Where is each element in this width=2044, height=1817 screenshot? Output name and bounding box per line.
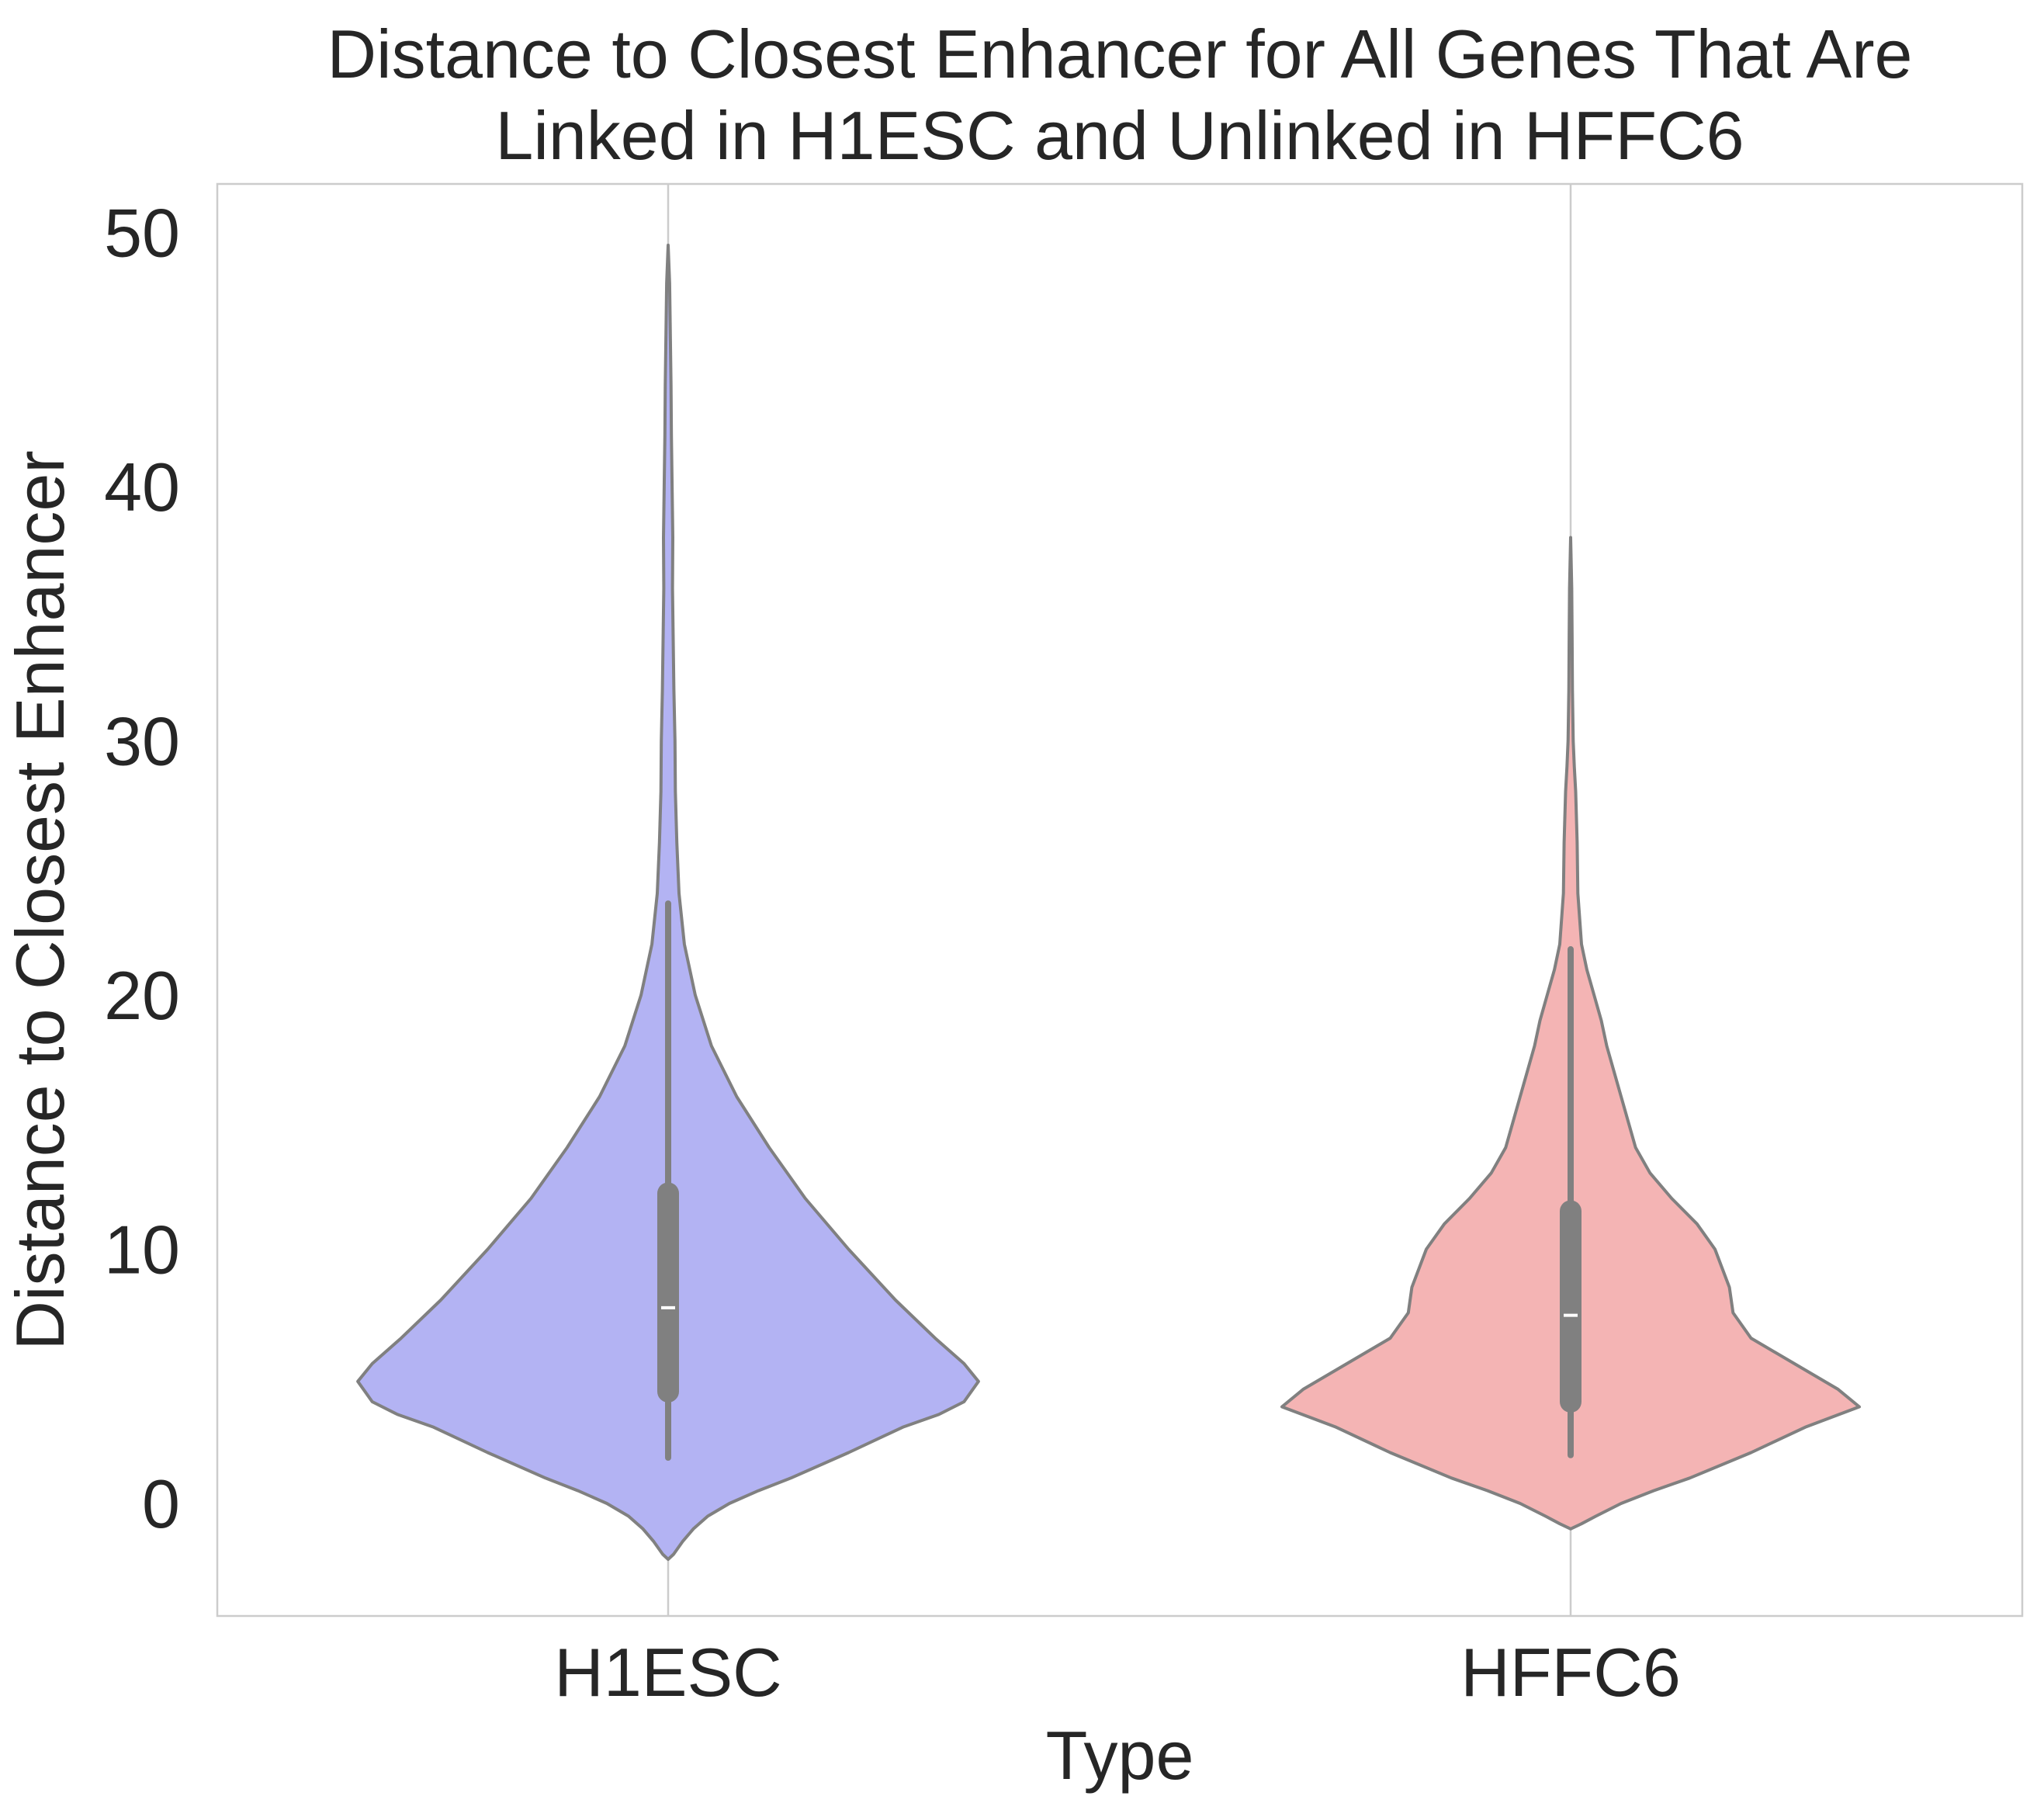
- y-tick-label-0: 0: [142, 1465, 180, 1542]
- x-tick-label-h1esc: H1ESC: [554, 1634, 781, 1711]
- x-axis-ticks: H1ESC HFFC6: [554, 1634, 1681, 1711]
- y-tick-label-40: 40: [104, 449, 180, 525]
- violins: [356, 243, 1861, 1561]
- plot-area: [216, 182, 2024, 1618]
- y-tick-label-50: 50: [104, 195, 180, 272]
- y-tick-label-10: 10: [104, 1212, 180, 1288]
- y-tick-label-20: 20: [104, 957, 180, 1034]
- y-axis-ticks: 0 10 20 30 40 50: [104, 195, 180, 1543]
- y-axis-label: Distance to Closest Enhancer: [2, 450, 78, 1350]
- plot-frame: [216, 182, 2024, 1618]
- chart-title-line-2: Linked in H1ESC and Unlinked in HFFC6: [495, 97, 1744, 174]
- y-tick-label-30: 30: [104, 703, 180, 780]
- x-tick-label-hffc6: HFFC6: [1460, 1634, 1681, 1711]
- x-axis-label: Type: [1046, 1717, 1194, 1794]
- chart-title-line-1: Distance to Closest Enhancer for All Gen…: [327, 16, 1913, 92]
